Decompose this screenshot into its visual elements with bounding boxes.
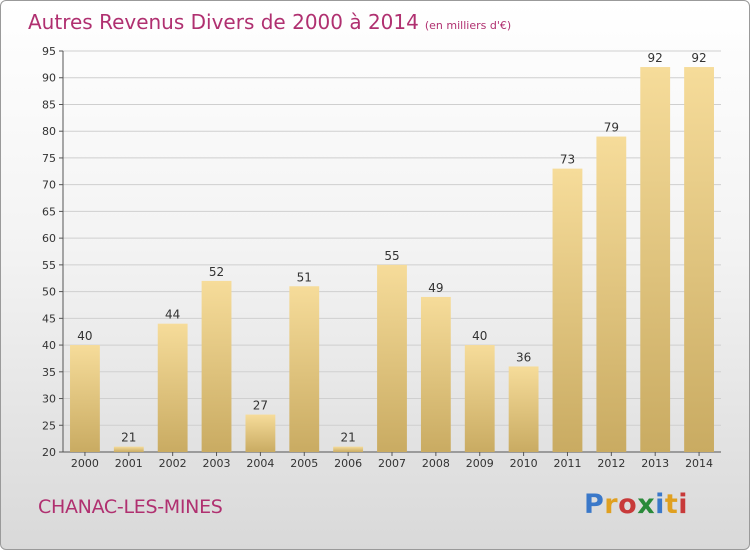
y-tick-label: 20 — [42, 446, 56, 459]
data-label-2009: 40 — [472, 329, 487, 343]
bar-2002 — [157, 323, 188, 452]
x-tick-label-2011: 2011 — [553, 457, 581, 470]
bar-2013 — [640, 67, 671, 452]
data-label-2014: 92 — [691, 51, 706, 65]
data-label-2007: 55 — [384, 249, 399, 263]
data-label-2000: 40 — [77, 329, 92, 343]
chart-title-main: Autres Revenus Divers de 2000 à 2014 — [28, 10, 419, 34]
brand-letter: P — [584, 489, 605, 520]
y-tick-label: 65 — [42, 205, 56, 218]
bar-2007 — [377, 264, 407, 452]
x-tick-label-2012: 2012 — [597, 457, 625, 470]
bar-2005 — [289, 286, 320, 452]
y-tick-label: 85 — [42, 98, 56, 111]
y-tick-label: 70 — [42, 179, 56, 192]
y-tick-label: 40 — [42, 339, 56, 352]
x-tick-label-2010: 2010 — [510, 457, 538, 470]
labels: 40 2000 21 2001 44 2002 52 2003 27 2004 51 2005 21 20… — [71, 51, 713, 470]
x-tick-label-2006: 2006 — [334, 457, 362, 470]
x-tick-label-2007: 2007 — [378, 457, 406, 470]
x-tick-label-2003: 2003 — [203, 457, 231, 470]
x-tick-label-2013: 2013 — [641, 457, 669, 470]
y-tick-label: 30 — [42, 393, 56, 406]
data-label-2008: 49 — [428, 281, 443, 295]
bar-2004 — [245, 414, 276, 452]
bar-2001 — [113, 446, 144, 452]
brand-letter: r — [604, 489, 619, 520]
y-tick-label: 95 — [42, 45, 56, 58]
y-tick-label: 45 — [42, 312, 56, 325]
x-tick-label-2000: 2000 — [71, 457, 99, 470]
data-label-2005: 51 — [297, 270, 312, 284]
x-tick-label-2008: 2008 — [422, 457, 450, 470]
bars — [70, 67, 714, 453]
chart-title: Autres Revenus Divers de 2000 à 2014 (en … — [28, 10, 511, 34]
data-label-2001: 21 — [121, 431, 136, 445]
y-tick-label: 90 — [42, 72, 56, 85]
data-label-2004: 27 — [253, 399, 268, 413]
bar-2014 — [684, 67, 714, 452]
y-tick-label: 25 — [42, 419, 56, 432]
commune-name: CHANAC-LES-MINES — [38, 496, 223, 518]
bar-2006 — [333, 446, 364, 452]
x-tick-label-2009: 2009 — [466, 457, 494, 470]
x-tick-label-2014: 2014 — [685, 457, 713, 470]
bar-2000 — [70, 345, 100, 452]
y-tick-label: 75 — [42, 152, 56, 165]
x-tick-label-2005: 2005 — [290, 457, 318, 470]
brand-letter: o — [618, 489, 638, 520]
bar-2003 — [201, 280, 232, 452]
data-label-2003: 52 — [209, 265, 224, 279]
y-tick-label: 35 — [42, 366, 56, 379]
x-tick-label-2001: 2001 — [115, 457, 143, 470]
bar-2010 — [508, 366, 539, 452]
bar-2012 — [596, 136, 627, 452]
data-label-2011: 73 — [560, 153, 575, 167]
y-tick-label: 60 — [42, 232, 56, 245]
y-tick-label: 50 — [42, 286, 56, 299]
bar-2008 — [420, 296, 451, 452]
brand-letter: i — [678, 489, 689, 520]
data-label-2002: 44 — [165, 308, 180, 322]
brand-letter: x — [637, 489, 656, 520]
chart-title-unit: (en milliers d'€) — [424, 19, 512, 32]
brand-letter: t — [664, 489, 679, 520]
brand-letter: i — [655, 489, 665, 520]
y-tick-label: 55 — [42, 259, 56, 272]
y-tick-label: 80 — [42, 125, 56, 138]
x-tick-label-2002: 2002 — [159, 457, 187, 470]
data-label-2013: 92 — [648, 51, 663, 65]
data-label-2012: 79 — [604, 121, 619, 135]
data-label-2010: 36 — [516, 350, 531, 364]
x-tick-label-2004: 2004 — [246, 457, 274, 470]
bar-2011 — [552, 168, 583, 453]
bar-2009 — [464, 345, 495, 452]
proxiti-logo: Proxiti — [584, 489, 688, 520]
data-label-2006: 21 — [340, 431, 355, 445]
